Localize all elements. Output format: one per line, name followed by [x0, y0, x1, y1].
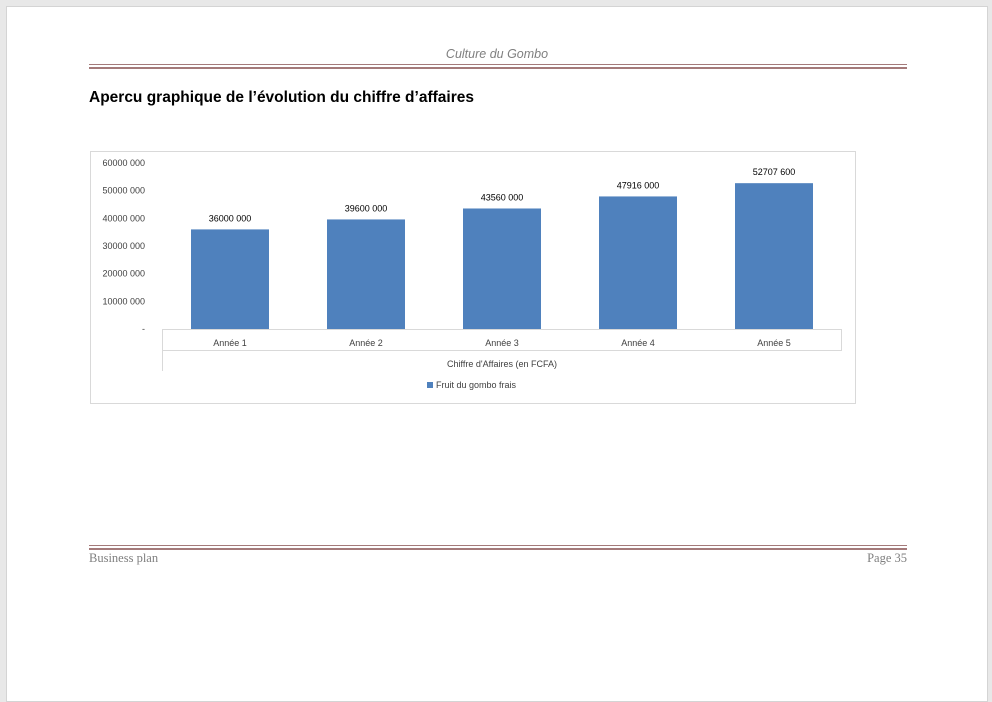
bar: [327, 219, 405, 329]
y-tick-label: 10000 000: [102, 296, 145, 306]
section-heading: Apercu graphique de l’évolution du chiff…: [89, 89, 474, 106]
data-label: 43560 000: [481, 192, 524, 202]
x-tick-label: Année 1: [213, 338, 247, 348]
data-label: 47916 000: [617, 180, 660, 190]
bar: [463, 208, 541, 329]
bar: [735, 183, 813, 329]
header-title: Culture du Gombo: [445, 47, 549, 61]
data-label: 36000 000: [209, 213, 252, 223]
data-label: 52707 600: [753, 167, 796, 177]
bar: [599, 196, 677, 329]
document-page: Culture du Gombo Apercu graphique de l’é…: [6, 6, 988, 702]
bar: [191, 229, 269, 329]
y-tick-label: 20000 000: [102, 269, 145, 279]
legend-swatch: [427, 382, 433, 388]
x-tick-label: Année 3: [485, 338, 519, 348]
header-rule: [89, 64, 907, 69]
x-tick-label: Année 5: [757, 338, 791, 348]
x-axis-title: Chiffre d'Affaires (en FCFA): [447, 359, 557, 369]
y-tick-label: 50000 000: [102, 186, 145, 196]
chart-frame[interactable]: - 10000 000 20000 000 30000 000 40000 000 500…: [90, 151, 856, 404]
page-number: Page 35: [867, 551, 907, 565]
y-tick-label: 60000 000: [102, 158, 145, 168]
x-tick-label: Année 2: [349, 338, 383, 348]
bar-chart: - 10000 000 20000 000 30000 000 40000 000 500…: [102, 158, 842, 390]
data-label: 39600 000: [345, 203, 388, 213]
footer-label: Business plan: [89, 551, 159, 565]
y-tick-label: -: [142, 324, 145, 334]
y-tick-label: 30000 000: [102, 241, 145, 251]
legend-label: Fruit du gombo frais: [436, 380, 517, 390]
x-tick-label: Année 4: [621, 338, 655, 348]
y-tick-label: 40000 000: [102, 213, 145, 223]
footer-rule: [89, 545, 907, 550]
